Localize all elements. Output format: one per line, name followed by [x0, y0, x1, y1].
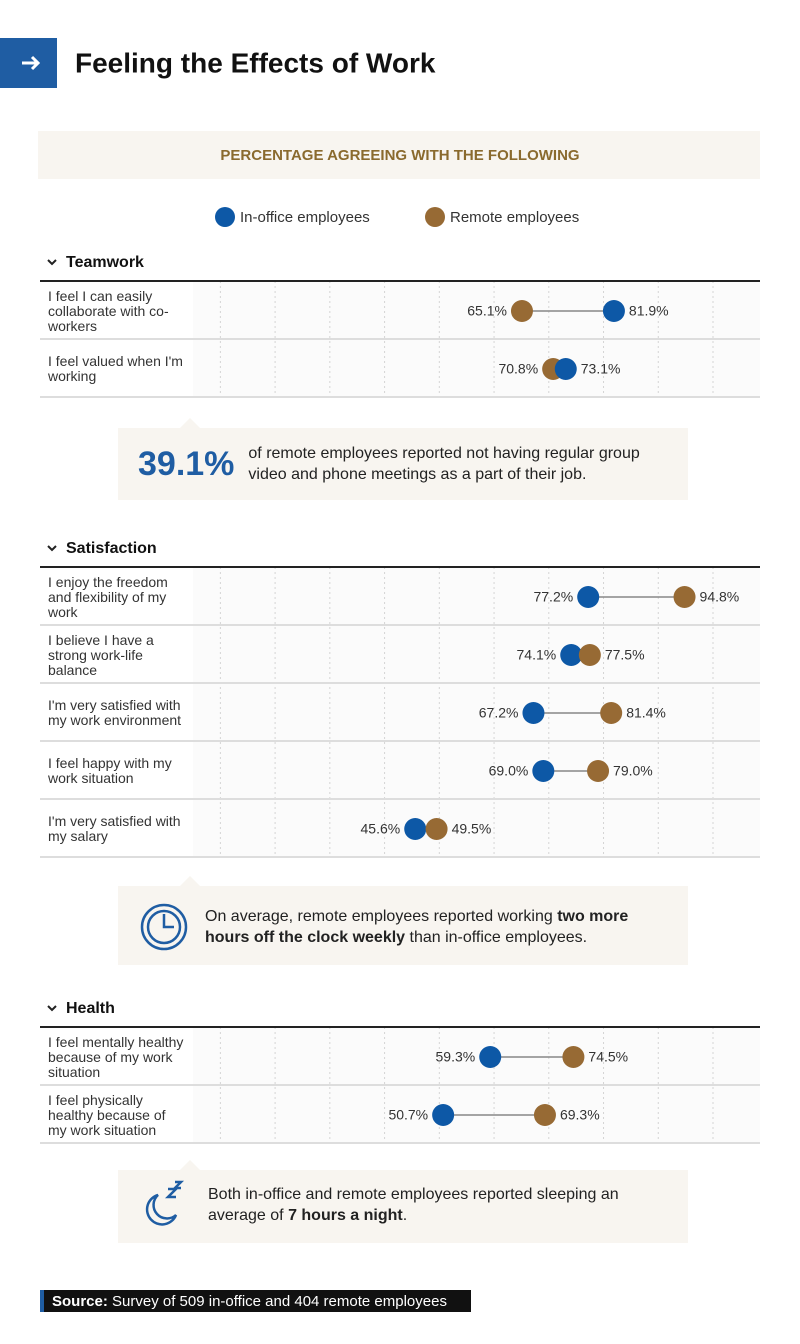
category-label: I feel happy with my work situation	[48, 755, 172, 786]
value-label: 77.5%	[605, 647, 645, 663]
group-title: Health	[66, 1000, 115, 1017]
dot	[587, 760, 610, 782]
chevron	[47, 259, 57, 266]
dot	[510, 300, 533, 322]
callout-text: of remote employees reported not having …	[248, 445, 640, 483]
legend-label: Remote employees	[450, 209, 579, 226]
source-text: Survey of 509 in-office and 404 remote e…	[112, 1293, 447, 1310]
callout-text: than in-office employees.	[405, 929, 588, 946]
subtitle-box	[38, 131, 760, 179]
value-label: 77.2%	[533, 589, 573, 605]
callout: Both in-office and remote employees repo…	[208, 1184, 678, 1226]
dot	[533, 1104, 556, 1126]
dot	[479, 1046, 502, 1068]
category-label: I enjoy the freedom and flexibility of m…	[48, 573, 168, 620]
callout-text: .	[402, 1207, 408, 1224]
dot	[554, 358, 577, 380]
value-label: 49.5%	[452, 821, 492, 837]
source-accent	[40, 1290, 44, 1312]
source: Source: Survey of 509 in-office and 404 …	[52, 1293, 447, 1310]
value-label: 73.1%	[581, 361, 621, 377]
category-label: I feel valued when I'm working	[48, 353, 183, 384]
dot	[600, 702, 623, 724]
value-label: 70.8%	[498, 361, 538, 377]
group-title: Satisfaction	[66, 540, 157, 557]
dot	[532, 760, 555, 782]
value-label: 67.2%	[479, 705, 519, 721]
value-label: 65.1%	[467, 303, 507, 319]
value-label: 81.9%	[629, 303, 669, 319]
value-label: 94.8%	[700, 589, 740, 605]
callout-text: On average, remote employees reported wo…	[205, 908, 558, 925]
category-label: I'm very satisfied with my work environm…	[48, 697, 182, 728]
value-label: 69.0%	[489, 763, 529, 779]
value-label: 69.3%	[560, 1107, 600, 1123]
category-label: I feel physically healthy because of my …	[48, 1091, 166, 1138]
callout-box	[118, 1170, 688, 1243]
callout-notch	[180, 876, 200, 886]
dot	[425, 818, 448, 840]
callout-bold: 7 hours a night	[288, 1207, 403, 1224]
dot	[577, 586, 600, 608]
dot	[404, 818, 427, 840]
callout: On average, remote employees reported wo…	[205, 906, 675, 948]
value-label: 74.5%	[588, 1049, 628, 1065]
category-label: I'm very satisfied with my salary	[48, 813, 181, 844]
value-label: 59.3%	[436, 1049, 476, 1065]
clock-icon	[140, 903, 188, 951]
dot	[602, 300, 625, 322]
value-label: 50.7%	[388, 1107, 428, 1123]
callout-box	[118, 428, 688, 500]
dot	[432, 1104, 455, 1126]
dot	[578, 644, 601, 666]
value-label: 79.0%	[613, 763, 653, 779]
legend-marker	[425, 207, 445, 227]
legend-label: In-office employees	[240, 209, 370, 226]
category-label: I feel I can easily collaborate with co-…	[48, 287, 169, 334]
callout-notch	[180, 1160, 200, 1170]
callout: 39.1% of remote employees reported not h…	[138, 438, 678, 490]
dot	[673, 586, 696, 608]
category-label: I feel mentally healthy because of my wo…	[48, 1033, 184, 1080]
legend-marker	[215, 207, 235, 227]
value-label: 81.4%	[626, 705, 666, 721]
category-label: I believe I have a strong work-life bala…	[48, 631, 154, 678]
moon-icon	[145, 1180, 185, 1226]
chart-subtitle: PERCENTAGE AGREEING WITH THE FOLLOWING	[220, 147, 579, 164]
callout-stat: 39.1%	[138, 444, 235, 483]
page-title: Feeling the Effects of Work	[75, 47, 436, 78]
chevron	[47, 545, 57, 552]
dot	[560, 644, 583, 666]
source-bar	[40, 1290, 471, 1312]
group-title: Teamwork	[66, 254, 144, 271]
callout-bold: two more hours off the clock weekly	[205, 908, 629, 946]
value-label: 74.1%	[517, 647, 557, 663]
plot-background	[193, 567, 760, 857]
callout-box	[118, 886, 688, 965]
chevron	[47, 1005, 57, 1012]
dot	[562, 1046, 585, 1068]
source-label: Source:	[52, 1293, 108, 1310]
callout-text: Both in-office and remote employees repo…	[208, 1186, 619, 1224]
value-label: 45.6%	[361, 821, 401, 837]
arrow-icon	[22, 55, 41, 71]
callout-notch	[180, 418, 200, 428]
dot	[522, 702, 545, 724]
